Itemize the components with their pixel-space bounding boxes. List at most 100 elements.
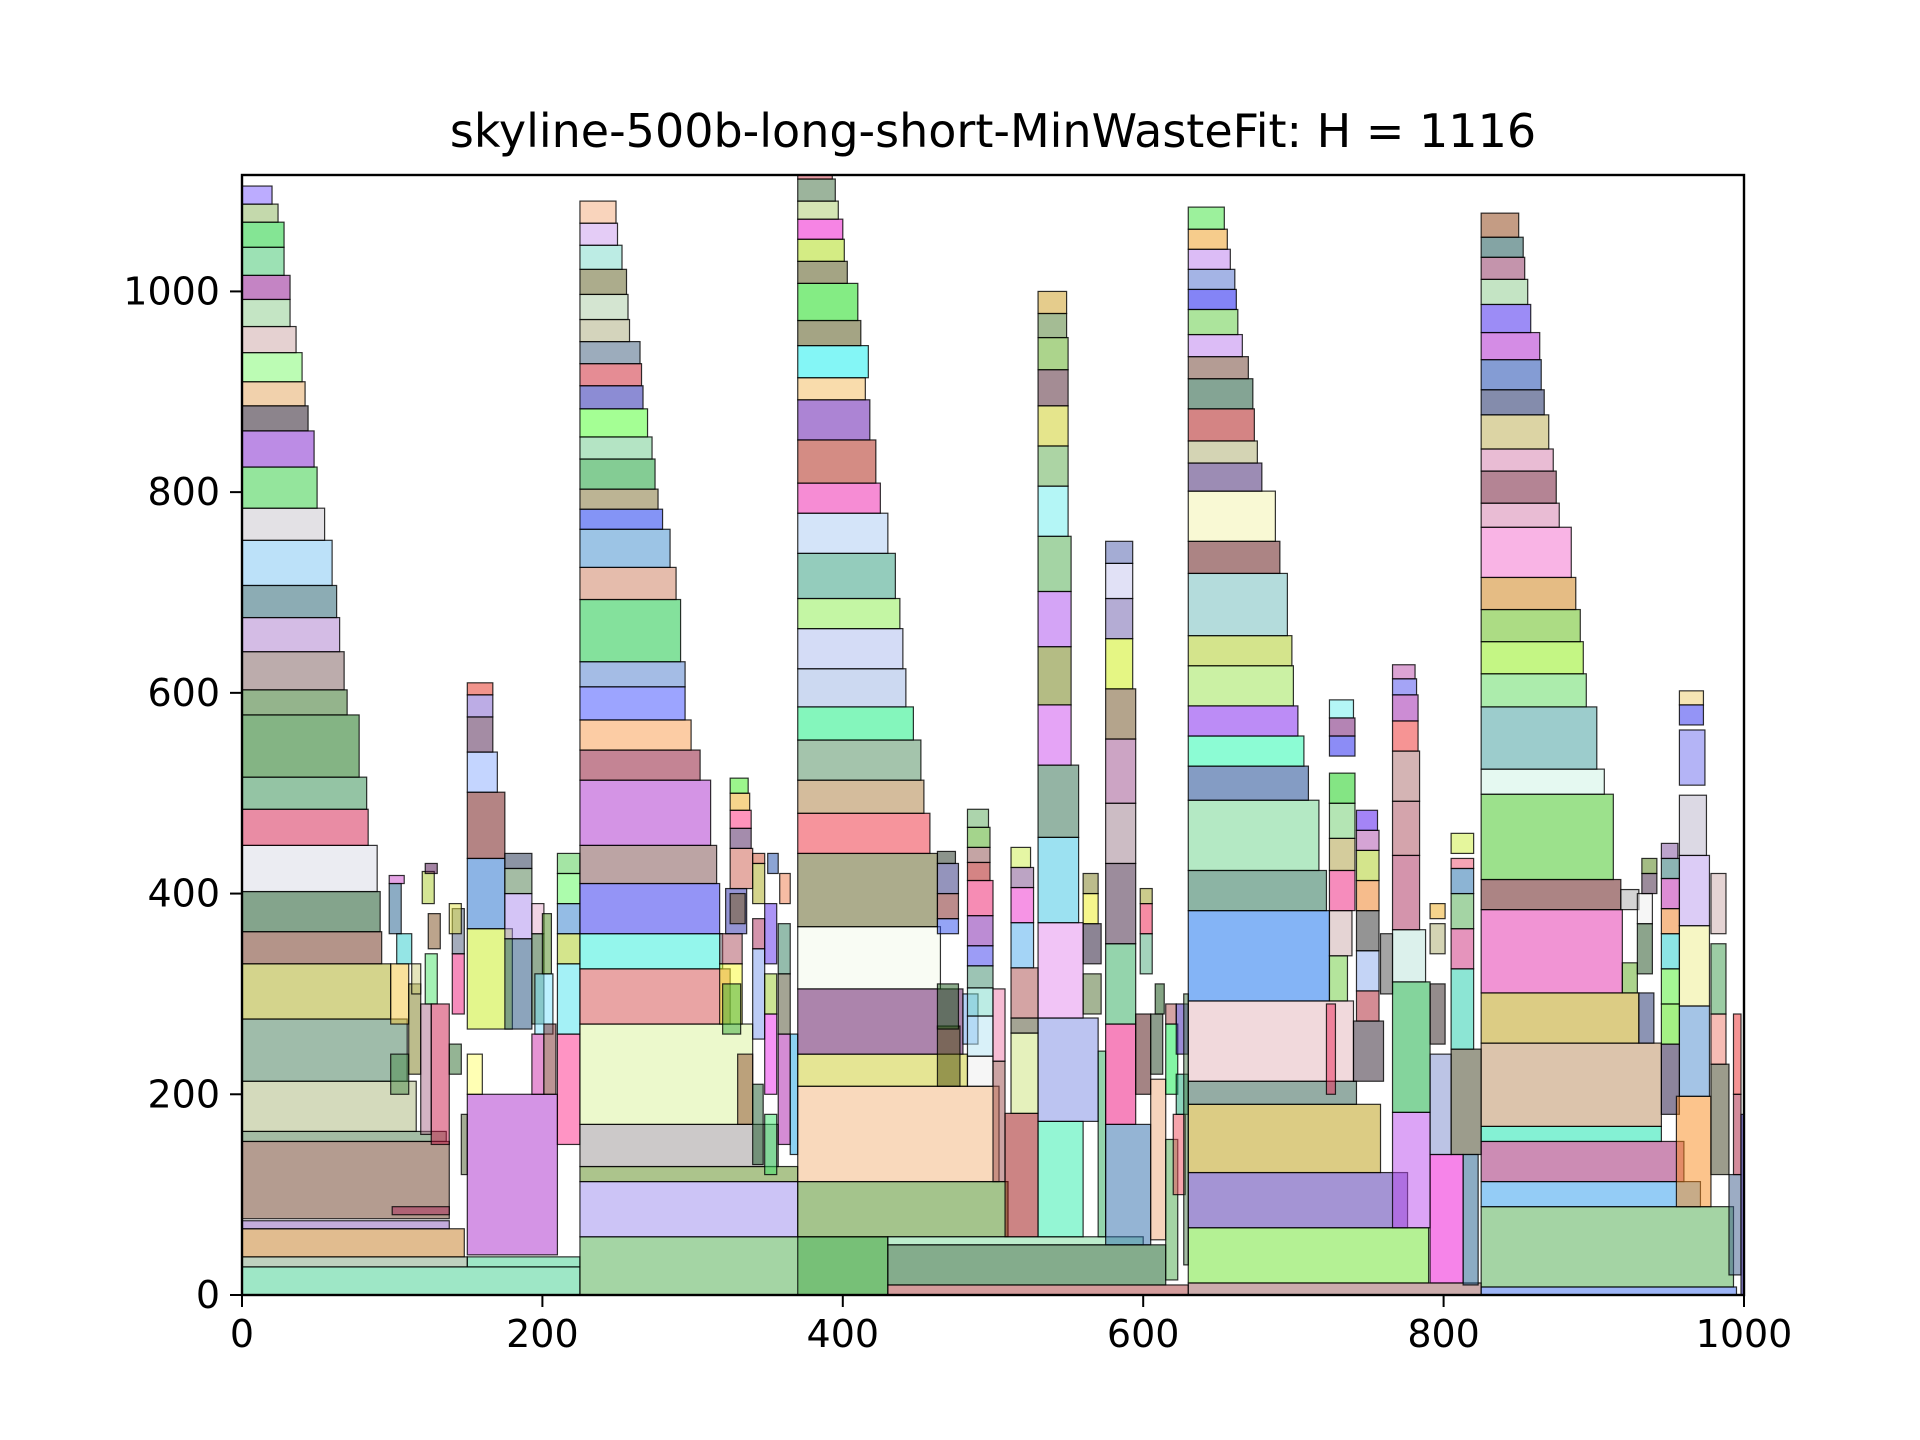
packed-rectangle (1187, 705, 1299, 737)
packed-rectangle (729, 892, 746, 925)
packed-rectangle (556, 933, 581, 965)
packed-rectangle (1010, 846, 1032, 869)
packed-rectangle (1037, 312, 1068, 339)
packed-rectangle (242, 381, 306, 407)
packed-rectangle (1429, 923, 1446, 955)
packed-rectangle (579, 200, 617, 224)
packed-rectangle (966, 965, 994, 989)
packed-rectangle (466, 1093, 559, 1256)
packed-rectangle (1678, 704, 1705, 726)
packed-rectangle (797, 706, 914, 741)
packed-rectangle (1391, 664, 1416, 680)
plot-area (240, 173, 1746, 1297)
packed-rectangle (1728, 1173, 1742, 1276)
packed-rectangle (992, 988, 1006, 1062)
packed-rectangle (466, 694, 494, 718)
packed-rectangle (797, 238, 845, 262)
packed-rectangle (966, 1055, 994, 1087)
packed-rectangle (1355, 809, 1379, 831)
packed-rectangle (579, 222, 619, 246)
packed-rectangle (579, 749, 701, 781)
packed-rectangle (420, 1003, 432, 1136)
packed-rectangle (448, 902, 462, 935)
packed-rectangle (1732, 1093, 1742, 1176)
packed-rectangle (451, 953, 465, 1015)
packed-rectangle (579, 340, 641, 365)
packed-rectangle (1620, 888, 1640, 911)
packed-rectangle (408, 983, 422, 1075)
y-axis: 0 200 400 600 800 1000 (123, 269, 242, 1317)
packed-rectangle (779, 872, 791, 905)
packed-rectangle (242, 246, 285, 276)
packed-rectangle (579, 566, 677, 601)
packed-rectangle (1621, 962, 1638, 994)
packed-rectangle (579, 508, 664, 530)
packed-rectangle (242, 963, 392, 1020)
packed-rectangle (1480, 470, 1557, 504)
packed-rectangle (1187, 1282, 1482, 1295)
x-tick-label: 400 (807, 1312, 880, 1356)
packed-rectangle (579, 598, 682, 663)
packed-rectangle (1480, 1206, 1735, 1288)
packed-rectangle (579, 686, 686, 721)
packed-rectangle (1187, 268, 1236, 291)
packed-rectangle (1480, 448, 1554, 472)
packed-rectangle (242, 352, 303, 383)
packed-rectangle (1082, 872, 1099, 895)
packed-rectangle (1355, 950, 1380, 992)
packed-rectangle (887, 1284, 1189, 1295)
packed-rectangle (1641, 857, 1658, 875)
packed-rectangle (242, 1256, 468, 1268)
packed-rectangle (390, 1053, 410, 1095)
packed-rectangle (797, 512, 889, 554)
packed-rectangle (1037, 590, 1072, 648)
packed-rectangle (797, 399, 871, 441)
packed-rectangle (1355, 910, 1380, 952)
packed-rectangle (1660, 933, 1681, 970)
packed-rectangle (1450, 867, 1475, 895)
packed-rectangle (1010, 866, 1035, 889)
packed-rectangle (1187, 440, 1258, 464)
packed-rectangle (752, 948, 766, 1040)
packed-rectangle (1450, 1048, 1482, 1156)
packed-rectangle (797, 668, 907, 708)
y-tick-label: 800 (147, 470, 220, 514)
packed-rectangle (797, 178, 836, 202)
packed-rectangle (579, 719, 692, 751)
packed-rectangle (388, 874, 405, 885)
packed-rectangle (797, 628, 904, 670)
packed-rectangle (1480, 256, 1526, 280)
packed-rectangle (504, 852, 533, 870)
packed-rectangle (1187, 572, 1288, 637)
packed-rectangle (1355, 879, 1380, 912)
packed-rectangle (242, 1228, 465, 1258)
packed-rectangle (1105, 802, 1137, 865)
packed-rectangle (797, 218, 844, 240)
packed-rectangle (579, 968, 731, 1025)
packed-rectangle (1391, 720, 1419, 752)
packed-rectangle (1480, 576, 1577, 611)
packed-rectangle (1391, 929, 1427, 983)
packed-rectangle (1638, 992, 1655, 1044)
packed-rectangle (1710, 943, 1727, 1015)
packed-rectangle (1150, 1013, 1164, 1075)
packed-rectangle (1480, 768, 1605, 795)
packed-rectangle (752, 918, 766, 950)
x-axis: 0 200 400 600 800 1000 (230, 1295, 1792, 1356)
packed-rectangle (1480, 793, 1614, 881)
packed-rectangle (1450, 857, 1475, 870)
y-tick-label: 400 (147, 872, 220, 916)
packed-rectangle (1355, 990, 1380, 1022)
packed-rectangle (556, 872, 581, 905)
packed-rectangle (1037, 922, 1084, 1019)
x-tick-label: 600 (1107, 1312, 1180, 1356)
packed-rectangle (579, 661, 686, 688)
packed-rectangle (579, 408, 649, 438)
packed-rectangle (1391, 854, 1421, 931)
packed-rectangle (1450, 832, 1475, 855)
packed-rectangle (1480, 526, 1572, 579)
packed-rectangle (966, 808, 990, 828)
packed-rectangle (1187, 635, 1293, 667)
packed-rectangle (1154, 983, 1165, 1015)
